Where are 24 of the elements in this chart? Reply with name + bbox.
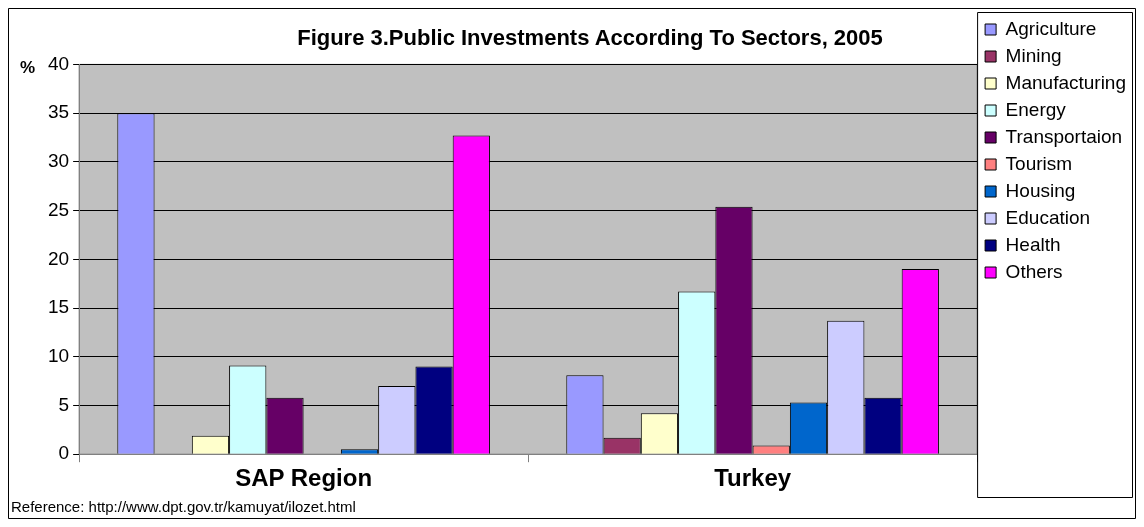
- y-tick-label: 5: [58, 393, 70, 415]
- text: Reference: http://www.dpt.gov.tr/kamuyat/ilozet.html: [11, 497, 356, 515]
- y-tick-label: 10: [47, 344, 70, 366]
- legend-label: Transportaion: [1005, 125, 1123, 147]
- y-axis-title: %: [20, 58, 36, 78]
- legend-label: Manufacturing: [1005, 71, 1126, 93]
- legend-label: Others: [1005, 260, 1063, 282]
- x-tick-label: Turkey: [714, 464, 792, 492]
- legend-label: Agriculture: [1005, 17, 1097, 39]
- legend-label: Mining: [1005, 44, 1062, 66]
- legend-label: Housing: [1005, 179, 1076, 201]
- y-tick-label: 0: [58, 442, 70, 464]
- x-tick-label: SAP Region: [235, 464, 373, 492]
- chart-title: Figure 3.Public Investments According To Sectors, 2005: [297, 25, 883, 51]
- legend-label: Education: [1005, 206, 1091, 228]
- y-tick-label: 35: [47, 101, 70, 123]
- legend-label: Tourism: [1005, 152, 1073, 174]
- y-tick-label: 40: [47, 52, 70, 74]
- y-tick-label: 30: [47, 150, 70, 172]
- legend-label: Energy: [1005, 98, 1067, 120]
- y-tick-label: 25: [47, 198, 70, 220]
- legend-label: Health: [1005, 233, 1061, 255]
- y-tick-label: 15: [47, 296, 70, 318]
- y-tick-label: 20: [47, 247, 70, 269]
